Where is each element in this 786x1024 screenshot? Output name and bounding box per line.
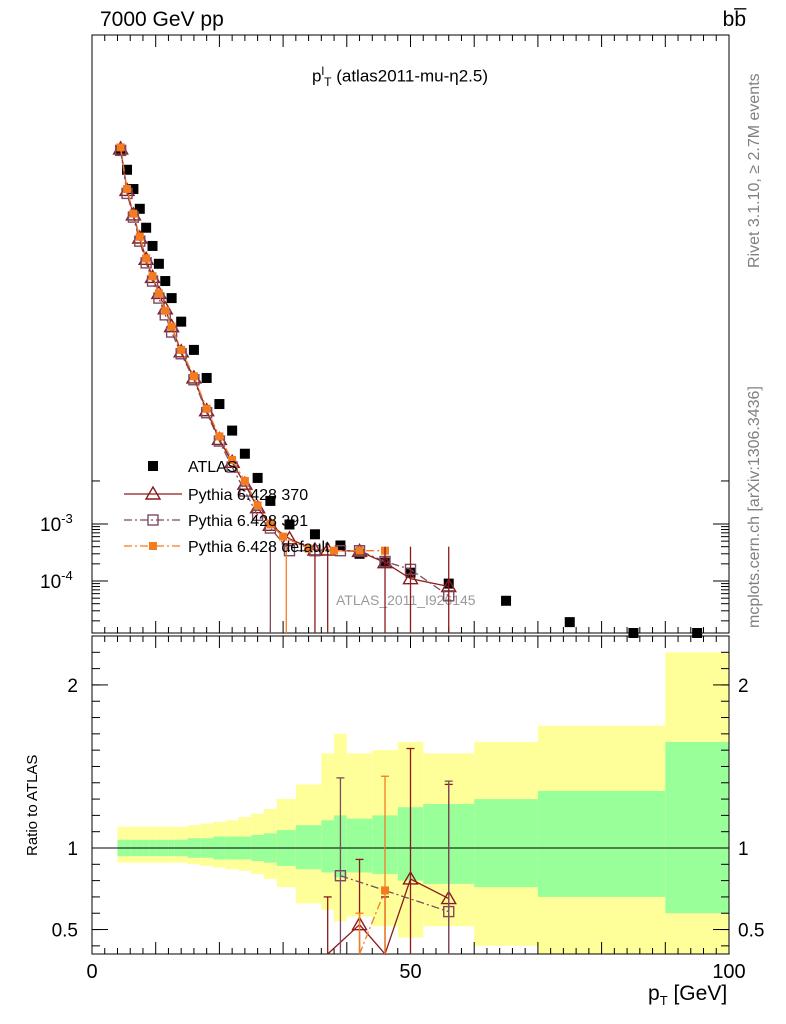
x-tick-label: 50 xyxy=(399,961,421,983)
main-data-point xyxy=(201,372,212,383)
main-data-point xyxy=(283,545,296,557)
main-y-tick-exponent: -3 xyxy=(61,511,73,526)
main-data-point xyxy=(628,628,639,638)
ratio-y-tick-label-right: 0.5 xyxy=(738,921,764,942)
main-data-point xyxy=(692,628,703,638)
ratio-inner-band xyxy=(321,820,335,873)
main-data-point xyxy=(128,184,139,195)
ratio-series-line xyxy=(358,890,386,955)
main-data-point xyxy=(161,306,170,315)
main-data-point xyxy=(134,203,145,214)
main-data-point xyxy=(176,316,187,327)
main-data-point xyxy=(142,254,151,263)
main-data-point xyxy=(501,595,512,606)
ratio-data-point xyxy=(402,870,419,885)
ratio-y-tick-label: 1 xyxy=(67,839,78,860)
main-data-point xyxy=(177,345,186,354)
main-data-point xyxy=(253,501,262,510)
main-y-tick-label: 10-3 xyxy=(40,511,73,536)
process-label: bb̅ xyxy=(722,8,746,31)
main-y-tick-label: 10-4 xyxy=(40,568,73,593)
main-data-point xyxy=(147,240,158,251)
plot-title: plT (atlas2011-mu-η2.5) xyxy=(312,64,488,89)
legend-label: Pythia 6.428 391 xyxy=(188,513,308,530)
main-data-point xyxy=(123,185,132,194)
x-axis-label: pT [GeV] xyxy=(648,982,728,1009)
ratio-inner-band xyxy=(537,790,666,897)
main-data-point xyxy=(284,519,295,530)
ratio-inner-band xyxy=(665,742,729,914)
ratio-inner-band xyxy=(295,825,322,870)
main-data-point xyxy=(215,432,224,441)
main-data-point xyxy=(239,448,250,459)
legend-marker xyxy=(149,542,157,550)
main-data-point xyxy=(330,546,339,555)
ratio-y-tick-label: 0.5 xyxy=(52,921,78,942)
ratio-y-tick-label-right: 1 xyxy=(738,839,749,860)
main-data-point xyxy=(148,272,157,281)
ratio-y-tick-label: 2 xyxy=(67,676,78,697)
main-data-point xyxy=(188,344,199,355)
main-data-point xyxy=(214,399,225,410)
main-data-point xyxy=(153,258,164,269)
main-data-point xyxy=(122,164,133,175)
main-data-point xyxy=(252,472,263,483)
main-data-point xyxy=(265,495,276,506)
plot-title-sub: T xyxy=(324,75,332,90)
main-data-point xyxy=(166,293,177,304)
legend-marker xyxy=(144,485,162,500)
x-tick-label: 0 xyxy=(86,961,97,983)
main-data-point xyxy=(160,276,171,287)
main-data-point xyxy=(279,532,288,541)
main-data-point xyxy=(202,404,211,413)
main-data-point xyxy=(355,546,364,555)
ratio-y-tick-label-right: 2 xyxy=(738,676,749,697)
main-series-line xyxy=(120,150,450,597)
legend-marker xyxy=(148,461,158,471)
main-series-line xyxy=(120,147,386,552)
main-data-point xyxy=(167,322,176,331)
plot-title-rest: (atlas2011-mu-η2.5) xyxy=(331,66,489,86)
main-data-point xyxy=(309,529,320,540)
ratio-data-point xyxy=(381,886,390,895)
main-data-point xyxy=(304,544,313,553)
main-data-point xyxy=(228,456,237,465)
plot-title-main: p xyxy=(312,66,322,86)
main-data-point xyxy=(154,289,163,298)
legend-marker xyxy=(147,514,159,526)
main-data-point xyxy=(129,209,138,218)
main-data-point xyxy=(141,222,152,233)
main-data-point xyxy=(116,143,125,152)
legend-label: Pythia 6.428 370 xyxy=(188,487,308,504)
main-data-point xyxy=(266,520,275,529)
ratio-inner-band xyxy=(474,799,538,888)
main-data-point xyxy=(251,509,264,522)
x-tick-label: 100 xyxy=(712,961,745,983)
legend-label: Pythia 6.428 default xyxy=(188,539,330,556)
ratio-data-point xyxy=(443,905,455,918)
main-data-point xyxy=(564,617,575,628)
ratio-data-point xyxy=(334,870,347,882)
legend-label: ATLAS xyxy=(188,459,238,476)
energy-label: 7000 GeV pp xyxy=(100,8,224,31)
main-data-point xyxy=(189,372,198,381)
ratio-series-line xyxy=(340,875,449,913)
main-y-tick-exponent: -4 xyxy=(61,568,73,583)
analysis-tag: ATLAS_2011_I926145 xyxy=(336,592,476,608)
main-data-point xyxy=(227,425,238,436)
main-data-point xyxy=(240,476,249,485)
plot-title-sup: l xyxy=(321,64,325,78)
main-data-point xyxy=(135,232,144,241)
